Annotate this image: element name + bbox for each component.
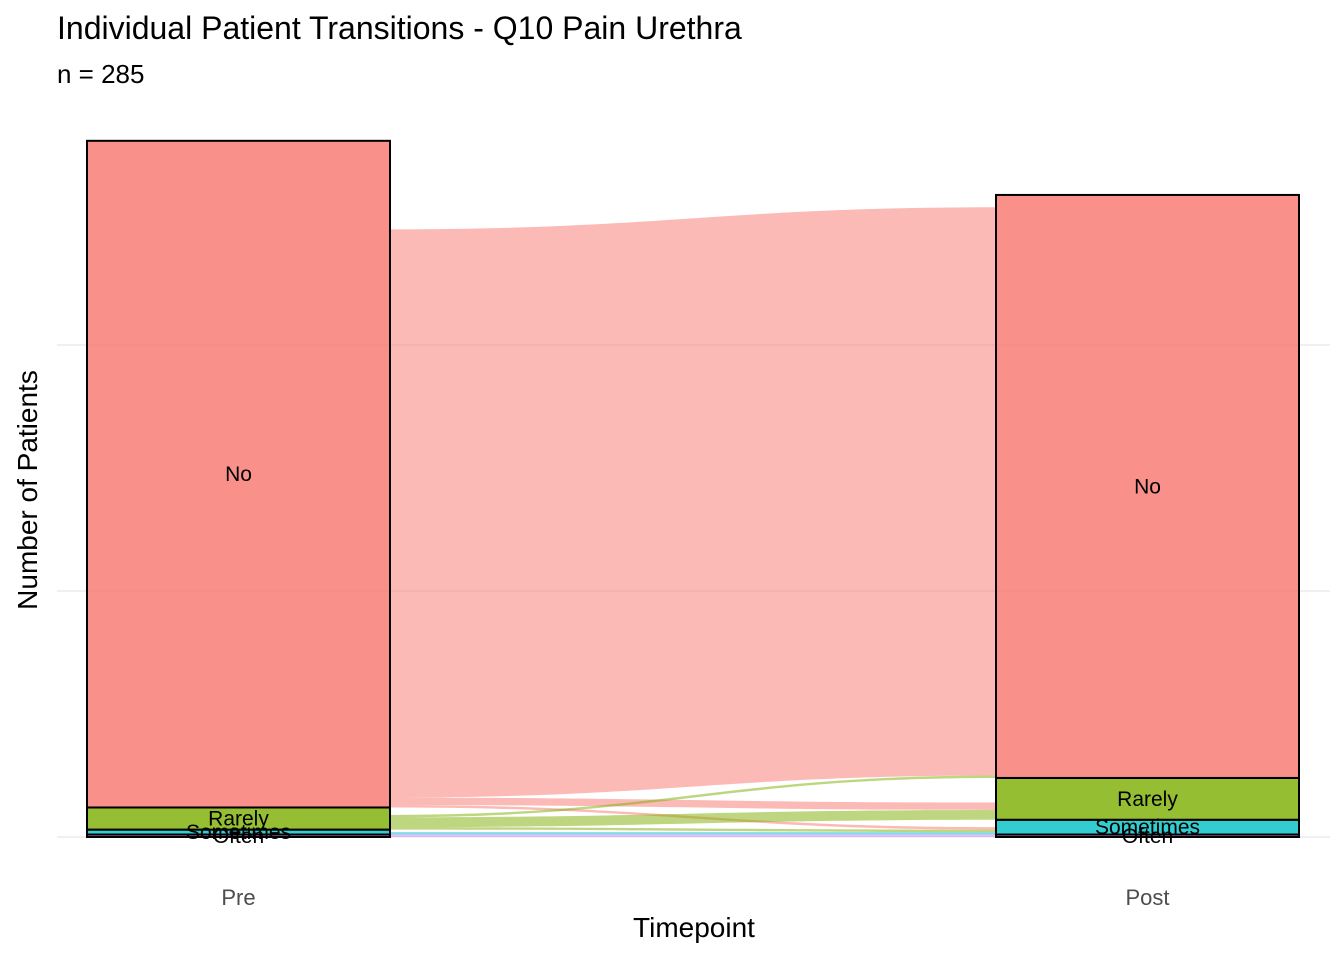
stratum-label-post-sometimes: Sometimes <box>1095 816 1200 839</box>
stratum-label-post-often: Often <box>1122 825 1173 848</box>
stratum-labels: OftenSometimesRarelyNoOftenSometimesRare… <box>186 463 1200 848</box>
flow-sometimes-to-sometimes <box>390 832 996 835</box>
stratum-label-pre-often: Often <box>213 825 264 848</box>
stratum-label-pre-rarely: Rarely <box>208 808 269 831</box>
flow-rarely-to-no <box>390 775 996 818</box>
flow-no-to-rarely <box>390 797 996 810</box>
stratum-post-rarely <box>995 776 1300 821</box>
flow-often-to-often <box>390 834 996 837</box>
strata <box>86 139 1300 838</box>
stratum-label-post-no: No <box>1134 475 1161 498</box>
x-tick-labels: Pre Post <box>221 885 1169 910</box>
x-tick-post: Post <box>1125 885 1169 910</box>
stratum-post-no <box>995 193 1300 779</box>
flow-no-to-no <box>390 207 996 798</box>
x-axis-label: Timepoint <box>633 912 755 943</box>
chart-title: Individual Patient Transitions - Q10 Pai… <box>57 10 742 46</box>
stratum-label-pre-sometimes: Sometimes <box>186 821 291 844</box>
flow-rarely-to-sometimes <box>390 827 996 833</box>
stratum-label-pre-no: No <box>225 463 252 486</box>
x-tick-pre: Pre <box>221 885 255 910</box>
flow-rarely-to-rarely <box>390 809 996 828</box>
chart-subtitle: n = 285 <box>57 59 145 89</box>
stratum-label-post-rarely: Rarely <box>1117 788 1178 811</box>
stratum-pre-no <box>86 139 391 809</box>
flows <box>390 207 996 837</box>
